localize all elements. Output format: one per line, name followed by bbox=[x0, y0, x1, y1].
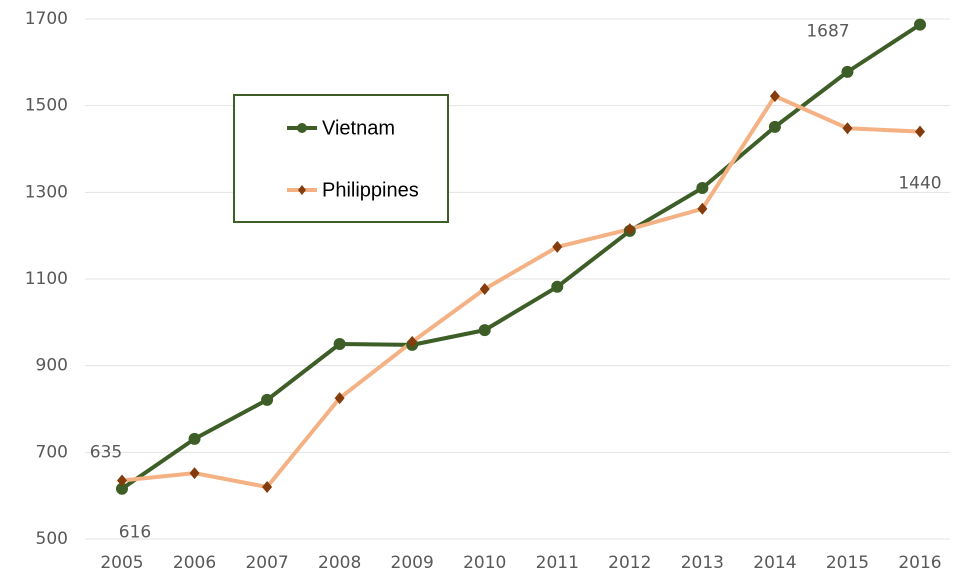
y-tick-label: 1500 bbox=[25, 96, 68, 116]
legend-label: Vietnam bbox=[322, 117, 395, 139]
y-tick-label: 700 bbox=[36, 442, 68, 462]
marker bbox=[189, 467, 200, 480]
x-tick-label: 2011 bbox=[536, 553, 579, 573]
marker bbox=[117, 474, 127, 487]
x-tick-label: 2005 bbox=[100, 553, 143, 573]
marker bbox=[479, 282, 490, 295]
marker bbox=[478, 324, 491, 337]
x-tick-label: 2009 bbox=[391, 553, 434, 573]
legend-label: Philippines bbox=[322, 179, 419, 201]
marker bbox=[841, 65, 854, 78]
x-tick-label: 2014 bbox=[753, 553, 796, 573]
marker bbox=[188, 432, 201, 445]
marker bbox=[262, 481, 273, 493]
marker bbox=[842, 122, 853, 135]
marker bbox=[624, 223, 635, 236]
data-label: 635 bbox=[90, 443, 122, 463]
marker bbox=[768, 120, 781, 133]
x-tick-label: 2007 bbox=[245, 553, 288, 573]
series-line bbox=[121, 94, 921, 489]
y-tick-label: 1100 bbox=[25, 269, 68, 289]
marker bbox=[116, 482, 128, 495]
x-tick-label: 2006 bbox=[173, 553, 216, 573]
x-tick-label: 2015 bbox=[826, 553, 869, 573]
marker bbox=[769, 90, 780, 103]
legend: Vietnam Philippines bbox=[233, 94, 449, 223]
x-tick-label: 2008 bbox=[318, 553, 361, 573]
marker bbox=[551, 280, 564, 293]
legend-box bbox=[233, 94, 449, 223]
legend-marker bbox=[297, 123, 307, 133]
marker bbox=[261, 393, 274, 406]
y-tick-label: 1700 bbox=[25, 9, 68, 29]
x-tick-label: 2013 bbox=[681, 553, 724, 573]
marker bbox=[697, 202, 708, 215]
data-label: 616 bbox=[119, 523, 151, 543]
x-tick-label: 2012 bbox=[608, 553, 651, 573]
legend-marker bbox=[298, 185, 306, 195]
y-tick-label: 500 bbox=[36, 529, 68, 549]
marker bbox=[407, 335, 418, 348]
marker bbox=[915, 125, 925, 138]
series-line bbox=[120, 22, 922, 491]
y-tick-label: 900 bbox=[36, 356, 68, 376]
data-label: 1440 bbox=[898, 174, 941, 194]
marker bbox=[333, 338, 346, 350]
data-label: 1687 bbox=[806, 22, 849, 42]
marker bbox=[696, 182, 709, 194]
marker bbox=[914, 18, 926, 31]
marker bbox=[334, 392, 345, 405]
x-tick-label: 2010 bbox=[463, 553, 506, 573]
x-tick-label: 2016 bbox=[898, 553, 941, 573]
y-tick-label: 1300 bbox=[25, 182, 68, 202]
marker bbox=[552, 240, 563, 253]
